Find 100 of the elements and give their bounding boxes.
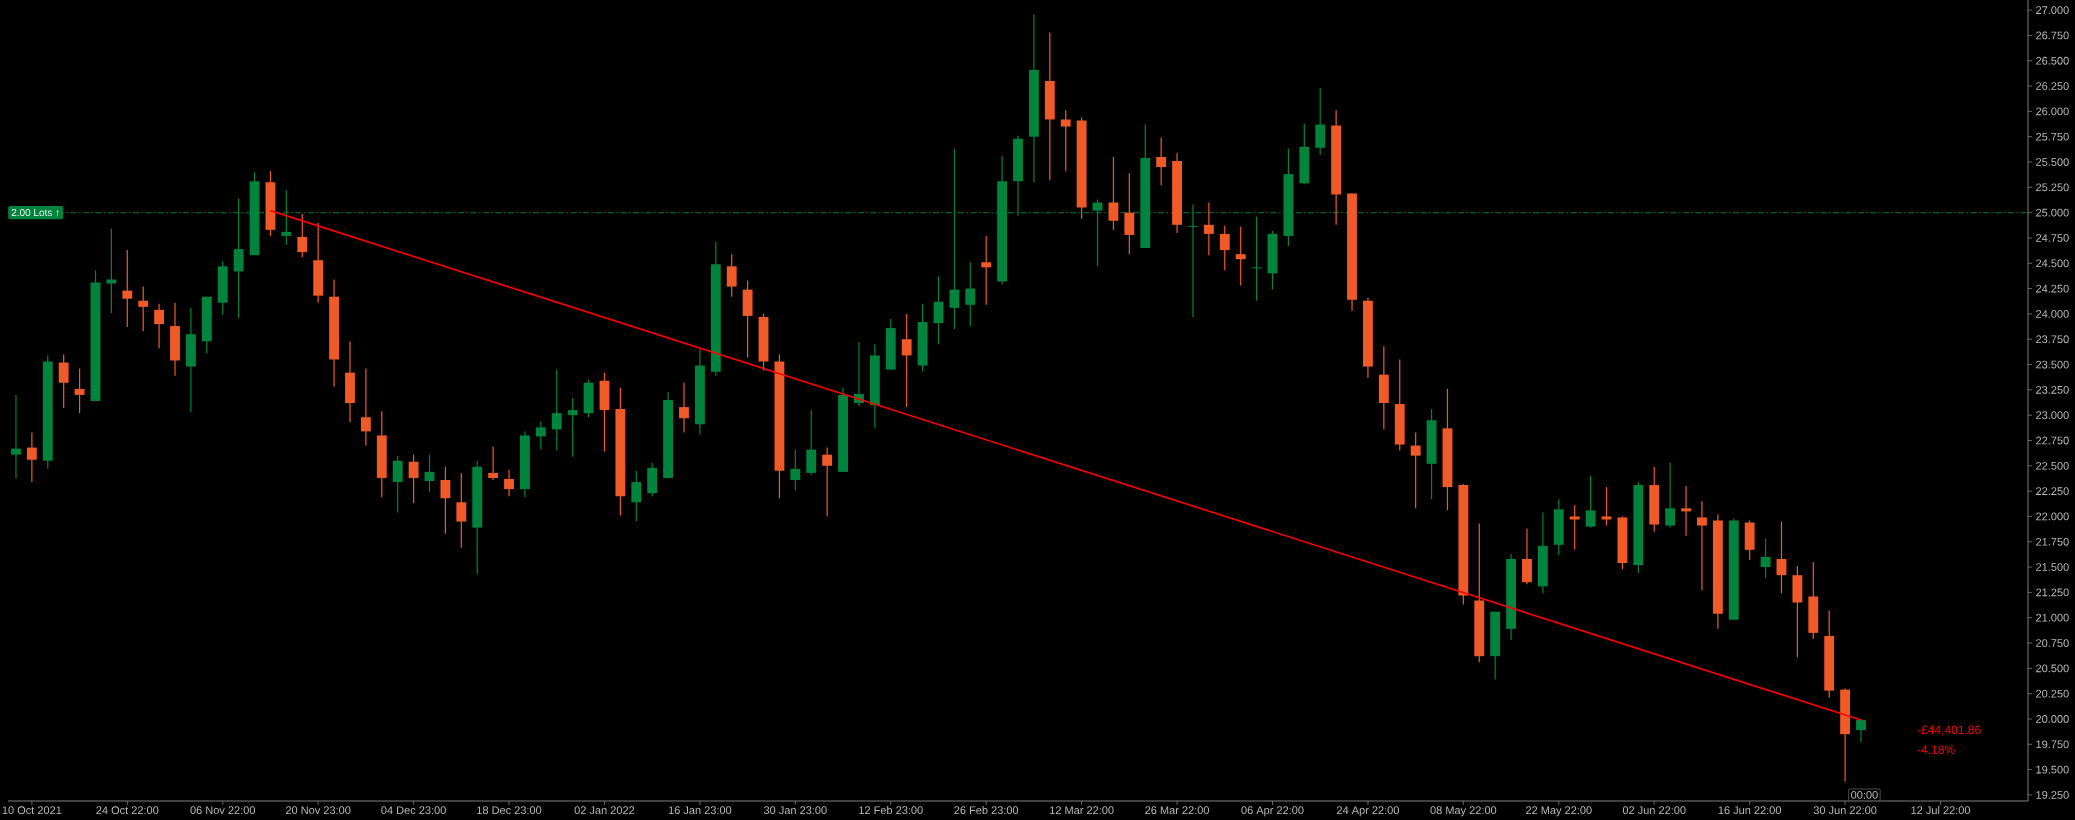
x-tick-label: 24 Apr 22:00 (1336, 806, 1399, 817)
candlestick (679, 382, 689, 433)
candlestick (1601, 486, 1612, 527)
x-tick-label: 02 Jan 2022 (574, 806, 635, 815)
candlestick (1060, 109, 1071, 172)
candlestick (392, 455, 403, 513)
candlestick (26, 431, 37, 483)
candlestick (138, 285, 149, 332)
candlestick (360, 367, 371, 447)
y-tick-label: 21.000 (2036, 613, 2069, 622)
y-tick-label: 19.750 (2036, 740, 2069, 749)
y-tick-label: 23.250 (2036, 385, 2069, 394)
y-tick-label: 26.250 (2036, 82, 2069, 90)
candlestick (1156, 137, 1167, 186)
y-tick-label: 23.000 (2036, 411, 2069, 420)
candlestick (965, 261, 976, 327)
y-tick-label: 21.500 (2036, 563, 2069, 571)
y-tick-label: 26.000 (2036, 107, 2069, 116)
candlestick (1569, 504, 1580, 551)
candlestick (122, 249, 133, 328)
x-tick-label: 08 May 22:00 (1430, 806, 1497, 817)
y-tick-label: 22.000 (2036, 512, 2069, 521)
candlestick (535, 420, 546, 451)
y-tick-label: 26.750 (2036, 31, 2069, 40)
candlestick (1665, 462, 1676, 529)
y-tick-label: 26.500 (2036, 56, 2069, 65)
candlestick (726, 253, 737, 298)
candlestick (58, 353, 69, 409)
candlestick (154, 303, 165, 349)
annotation: -4.18% (1917, 745, 1955, 754)
candlestick (1760, 538, 1771, 579)
candlestick (424, 454, 435, 493)
annotation: 00:00 (1851, 791, 1878, 799)
x-tick-label: 20 Nov 23:00 (285, 806, 351, 815)
x-tick-label: 24 Oct 22:00 (96, 806, 159, 815)
x-tick-label: 12 Feb 23:00 (859, 806, 923, 815)
y-tick-label: 25.750 (2036, 132, 2069, 141)
y-tick-label: 24.500 (2036, 259, 2069, 268)
y-tick-label: 21.250 (2036, 588, 2069, 597)
candlestick (551, 369, 562, 452)
y-tick-label: 25.500 (2036, 158, 2069, 166)
candlestick (806, 409, 817, 476)
candlestick (297, 213, 308, 258)
candlestick (488, 445, 499, 481)
x-tick-label: 30 Jan 23:00 (763, 806, 827, 815)
candlestick (981, 235, 992, 306)
x-tick-label: 22 May 22:00 (1526, 806, 1592, 817)
candlestick (1251, 216, 1262, 302)
x-tick-label: 12 Mar 22:00 (1050, 806, 1114, 815)
candlestick (1697, 500, 1707, 591)
x-tick-label: 06 Apr 22:00 (1241, 806, 1304, 817)
candlestick (408, 454, 419, 504)
candlestick (1776, 520, 1787, 595)
y-tick-label: 22.750 (2036, 436, 2069, 445)
candlestick (440, 466, 451, 535)
x-tick-label: 26 Feb 23:00 (954, 806, 1019, 815)
x-tick-label: 12 Jul 22:00 (1911, 806, 1971, 815)
y-tick-label: 25.000 (2036, 208, 2069, 217)
annotation: -£44,401.86 (1917, 725, 1981, 736)
candlestick (1315, 87, 1326, 156)
candlestick (1410, 431, 1421, 509)
candlestick (631, 470, 642, 523)
candlestick (1522, 527, 1532, 585)
candlestick (1108, 156, 1119, 231)
candlestick (1235, 226, 1246, 287)
x-tick-label: 16 Jun 22:00 (1718, 806, 1782, 815)
x-tick-label: 30 Jun 22:00 (1813, 806, 1877, 815)
candlestick (933, 275, 944, 345)
candlestick (567, 397, 578, 458)
y-tick-label: 20.500 (2036, 664, 2069, 673)
y-tick-label: 24.250 (2036, 284, 2069, 293)
candlestick (504, 469, 514, 497)
ref-line-label: 2.00 Lots ↑ (11, 209, 59, 217)
candlestick (11, 394, 21, 479)
x-tick-label: 10 Oct 2021 (2, 806, 62, 815)
candlestick (456, 472, 467, 549)
y-tick-label: 25.250 (2036, 183, 2069, 192)
y-tick-label: 23.500 (2036, 360, 2069, 369)
x-tick-label: 26 Mar 22:00 (1145, 806, 1210, 815)
candlestick (822, 446, 833, 518)
y-tick-label: 19.500 (2036, 765, 2069, 774)
y-tick-label: 20.000 (2036, 715, 2069, 723)
x-tick-label: 06 Nov 22:00 (190, 806, 255, 815)
y-tick-label: 19.250 (2036, 791, 2069, 799)
y-tick-label: 23.750 (2036, 335, 2069, 344)
x-tick-label: 16 Jan 23:00 (668, 806, 732, 815)
candlestick (790, 449, 801, 491)
candlestick (1219, 225, 1230, 271)
y-tick-label: 21.750 (2036, 537, 2069, 546)
x-tick-label: 02 Jun 22:00 (1622, 806, 1686, 815)
candlestick (106, 228, 117, 314)
candlestick (1203, 201, 1214, 256)
y-tick-label: 20.250 (2036, 689, 2069, 698)
candlestick (1124, 172, 1135, 255)
candlestick (1585, 475, 1596, 529)
y-tick-label: 27.000 (2036, 6, 2069, 15)
y-tick-label: 24.750 (2036, 234, 2069, 242)
x-tick-label: 04 Dec 23:00 (381, 806, 446, 815)
y-tick-label: 22.500 (2036, 461, 2069, 470)
candlestick (1681, 485, 1691, 537)
